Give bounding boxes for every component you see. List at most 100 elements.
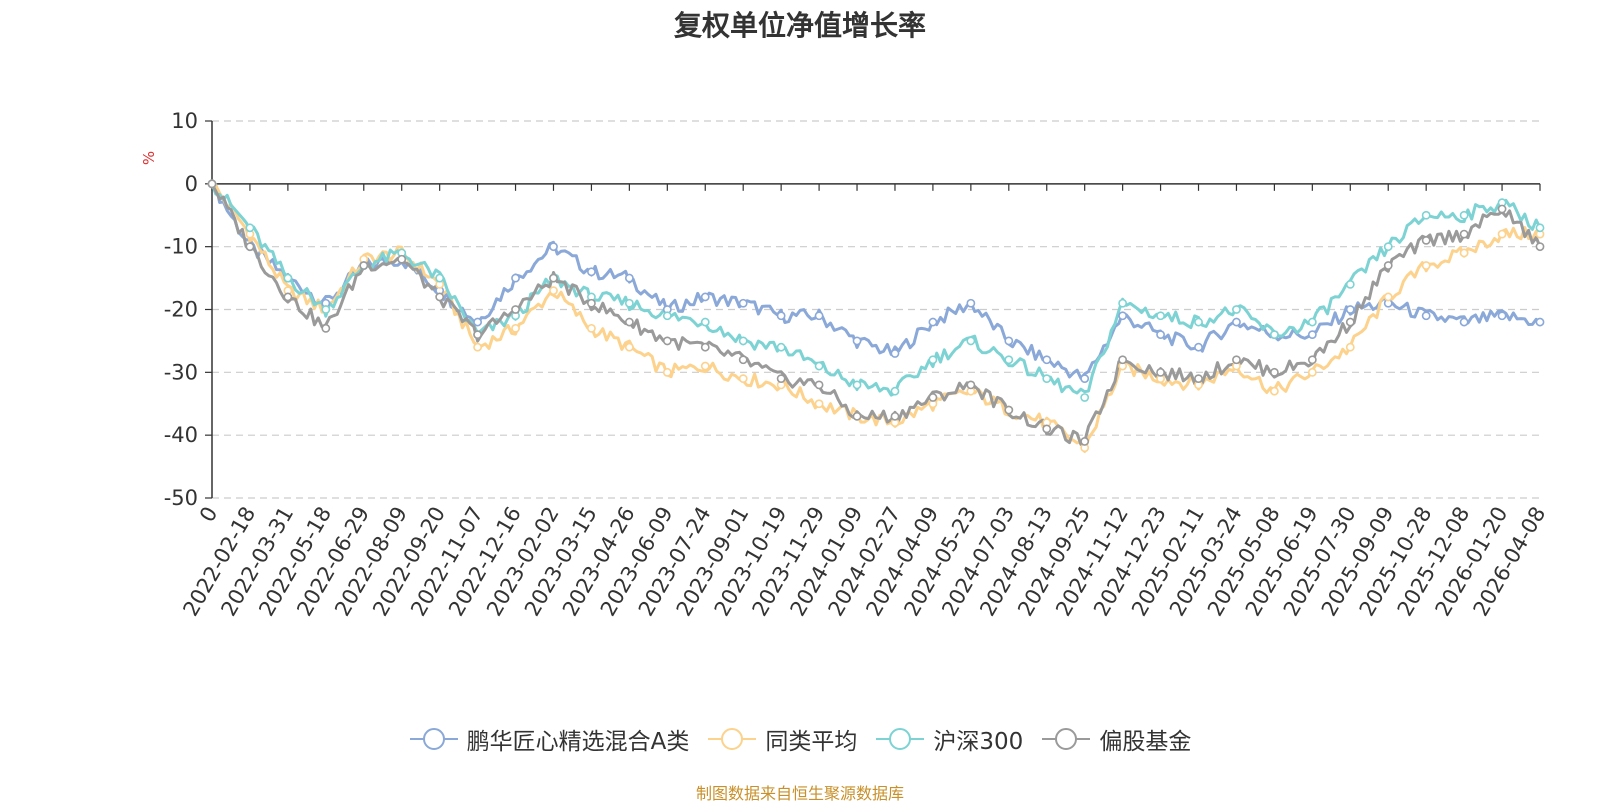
legend-marker-icon xyxy=(708,728,757,750)
data-point xyxy=(1156,311,1165,321)
data-point xyxy=(1080,437,1090,446)
data-point xyxy=(1383,261,1393,270)
y-tick-label: 0 xyxy=(185,172,198,196)
legend-label: 同类平均 xyxy=(765,729,858,755)
data-point xyxy=(1004,336,1014,346)
data-point xyxy=(1156,330,1165,340)
data-point xyxy=(966,298,976,308)
data-point xyxy=(738,336,748,346)
data-point xyxy=(1421,235,1431,245)
legend-item[interactable]: 鹏华匠心精选混合A类 xyxy=(409,722,689,756)
data-point xyxy=(1270,330,1279,340)
data-point xyxy=(473,342,482,352)
legend-marker-icon xyxy=(876,728,925,750)
y-tick-label: -20 xyxy=(164,298,198,322)
data-point xyxy=(1080,374,1090,384)
data-point xyxy=(321,323,331,333)
data-point xyxy=(1156,367,1165,377)
series-group xyxy=(207,179,1545,453)
data-point xyxy=(1042,374,1052,384)
legend-item[interactable]: 同类平均 xyxy=(707,722,857,756)
y-tick-label: -40 xyxy=(164,423,198,447)
data-point xyxy=(1307,355,1317,365)
data-point xyxy=(473,317,482,327)
data-point xyxy=(587,323,596,333)
data-point xyxy=(207,179,217,189)
data-point xyxy=(814,399,824,409)
y-unit-label: % xyxy=(140,151,158,165)
data-point xyxy=(928,355,938,365)
data-point xyxy=(1421,311,1431,321)
data-point xyxy=(1270,367,1279,377)
data-point xyxy=(890,411,900,421)
data-point xyxy=(1232,317,1241,327)
legend-item[interactable]: 沪深300 xyxy=(875,722,1023,756)
data-point xyxy=(283,292,293,302)
data-point xyxy=(1459,229,1469,239)
data-point xyxy=(1118,355,1128,365)
x-axis: 02022-02-182022-03-312022-05-182022-06-2… xyxy=(178,183,1550,620)
data-point xyxy=(1194,317,1203,327)
y-tick-label: -50 xyxy=(164,486,198,510)
data-point xyxy=(359,261,369,270)
data-point xyxy=(1042,424,1052,434)
data-point xyxy=(283,273,293,283)
series-line-2 xyxy=(210,183,1542,397)
data-point xyxy=(435,273,445,283)
data-point xyxy=(1345,342,1355,352)
data-point xyxy=(1042,355,1052,365)
data-point xyxy=(814,361,824,371)
data-point xyxy=(1194,374,1203,384)
data-point xyxy=(1345,305,1355,314)
data-point xyxy=(245,242,255,252)
data-point xyxy=(511,323,520,333)
data-point xyxy=(1421,261,1431,270)
data-point xyxy=(1459,317,1469,327)
data-point xyxy=(511,305,520,314)
data-point xyxy=(1080,393,1090,402)
data-point xyxy=(890,386,900,396)
data-point xyxy=(624,298,634,308)
data-point xyxy=(928,317,938,327)
data-point xyxy=(738,355,748,365)
data-point xyxy=(245,223,255,233)
data-point xyxy=(1270,386,1279,396)
data-point xyxy=(624,273,634,283)
data-point xyxy=(624,317,634,327)
data-point xyxy=(738,374,748,384)
data-point xyxy=(852,411,862,421)
data-point xyxy=(1383,242,1393,252)
chart-title: 复权单位净值增长率 xyxy=(673,9,926,42)
data-point xyxy=(1345,317,1355,327)
source-footer: 制图数据来自恒生聚源数据库 xyxy=(695,784,904,803)
data-point xyxy=(1497,311,1507,321)
data-point xyxy=(852,380,862,390)
data-point xyxy=(890,349,900,358)
y-tick-label: -30 xyxy=(164,360,198,384)
data-point xyxy=(1004,355,1014,365)
data-point xyxy=(662,367,672,377)
data-point xyxy=(549,273,558,283)
y-axis: 10 0 -10 -20 -30 -40 -50 xyxy=(164,109,213,510)
data-point xyxy=(776,374,786,384)
data-point xyxy=(1232,355,1241,365)
data-point xyxy=(1497,204,1507,214)
legend-marker-icon xyxy=(409,728,458,750)
data-point xyxy=(1421,210,1431,220)
y-tick-label: 10 xyxy=(171,109,198,133)
y-tick-label: -10 xyxy=(164,235,198,259)
legend-marker-icon xyxy=(1042,728,1091,750)
data-point xyxy=(1383,292,1393,302)
data-point xyxy=(700,292,710,302)
x-tick-label: 0 xyxy=(195,503,222,527)
data-point xyxy=(1535,317,1545,327)
legend-item[interactable]: 偏股基金 xyxy=(1041,722,1191,756)
data-point xyxy=(1307,317,1317,327)
legend: 鹏华匠心精选混合A类 同类平均 沪深300 偏股基金 xyxy=(0,722,1600,756)
grid xyxy=(212,120,1540,499)
data-point xyxy=(511,273,520,283)
data-point xyxy=(1535,223,1545,233)
data-point xyxy=(776,342,786,352)
data-point xyxy=(1004,405,1014,415)
